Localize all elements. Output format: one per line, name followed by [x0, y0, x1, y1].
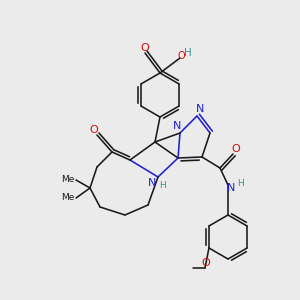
Text: O: O — [90, 125, 98, 135]
Text: O: O — [232, 144, 240, 154]
Text: N: N — [148, 178, 156, 188]
Text: O: O — [141, 43, 149, 53]
Text: H: H — [184, 48, 192, 58]
Text: O: O — [202, 258, 210, 268]
Text: N: N — [227, 183, 235, 193]
Text: Me: Me — [61, 176, 75, 184]
Text: H: H — [237, 178, 243, 188]
Text: H: H — [160, 182, 167, 190]
Text: N: N — [196, 104, 204, 114]
Text: Me: Me — [61, 194, 75, 202]
Text: N: N — [173, 121, 181, 131]
Text: O: O — [177, 51, 185, 61]
